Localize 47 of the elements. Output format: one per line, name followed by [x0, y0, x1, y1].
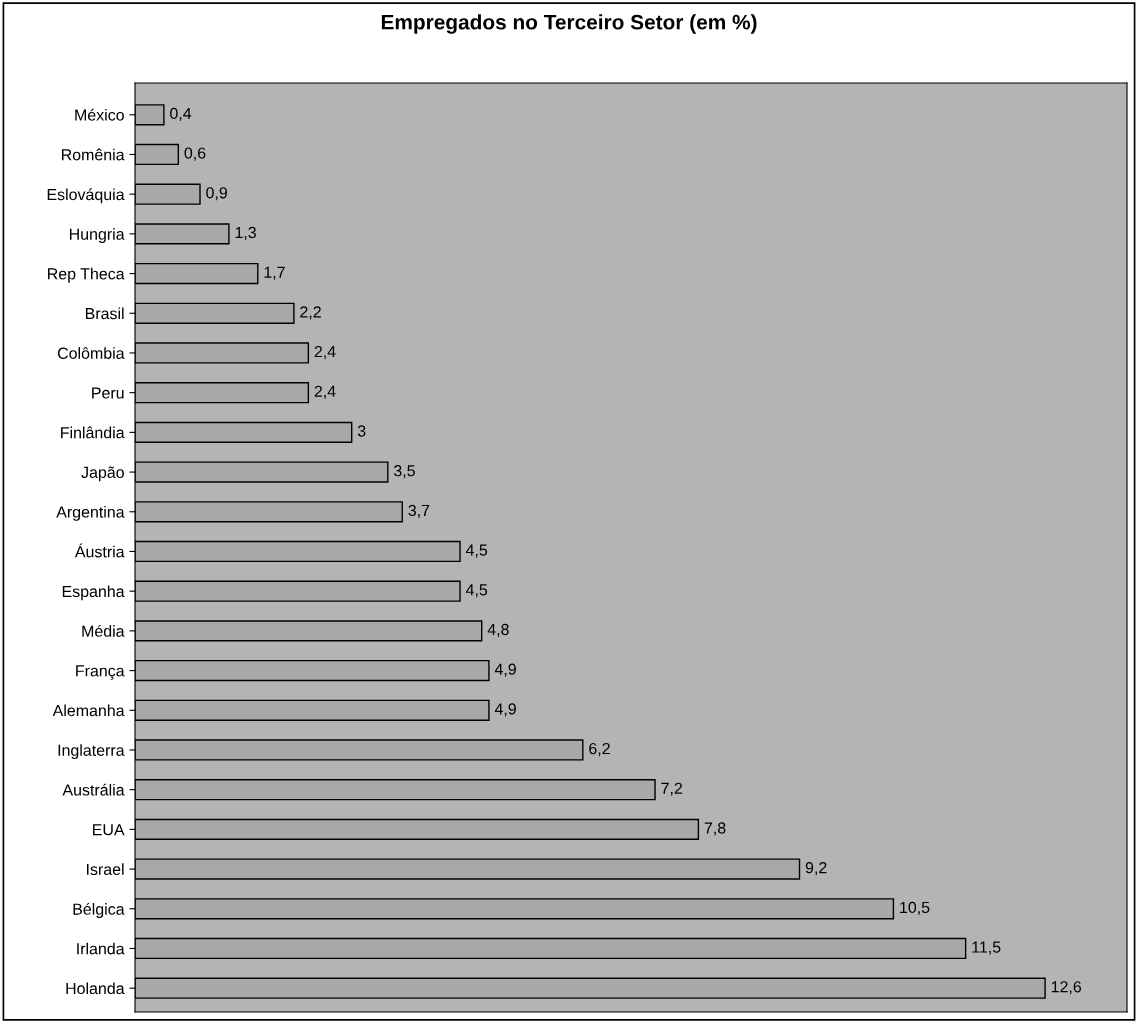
y-tick-label: Média [82, 624, 125, 637]
data-label: 12,6 [1051, 981, 1082, 995]
y-tick-label: Argentina [56, 505, 125, 521]
data-label: 3,7 [408, 504, 430, 518]
y-tick-label: Inglaterra [58, 744, 125, 760]
y-tick-label: Alemanha [52, 704, 125, 717]
y-tick-label: Peru [92, 387, 124, 399]
y-tick-label: Eslováquia [47, 188, 125, 204]
y-tick-label: França [76, 665, 125, 680]
y-tick-label: México [75, 108, 124, 121]
data-label: 0,9 [206, 187, 228, 201]
data-label: 2,4 [314, 385, 336, 399]
chart-title: Empregados no Terceiro Setor (em %) [381, 14, 757, 34]
data-label: 4,8 [487, 623, 509, 638]
y-tick-label: Rep Theca [48, 267, 125, 283]
y-tick-label: Austrália [62, 783, 125, 796]
y-tick-label: Bélgica [73, 902, 125, 918]
data-label: 3 [357, 425, 366, 437]
y-tick-label: Finlândia [61, 426, 125, 439]
data-label: 4,5 [465, 584, 488, 598]
data-label: 3,5 [393, 465, 415, 479]
y-tick-label: Japão [81, 466, 124, 482]
data-label: 4,5 [465, 544, 488, 558]
data-label: 1,7 [264, 266, 285, 280]
data-label: 4,9 [494, 703, 516, 717]
data-label: 4,9 [494, 663, 516, 677]
y-tick-label: Romênia [61, 148, 125, 161]
y-tick-label: Colômbia [57, 347, 125, 359]
data-label: 6,2 [589, 742, 610, 757]
data-label: 0,6 [184, 147, 206, 161]
y-tick-label: Irlanda [77, 942, 125, 955]
data-label: 7,8 [704, 822, 726, 836]
y-tick-label: Espanha [62, 585, 125, 601]
data-label: 2,2 [300, 306, 321, 320]
data-label: 10,5 [900, 901, 930, 915]
y-tick-label: Holanda [66, 982, 125, 995]
data-label: 9,2 [805, 862, 827, 876]
data-label: 2,4 [314, 345, 336, 360]
y-tick-label: Israel [87, 863, 124, 876]
data-label: 0,4 [170, 107, 192, 121]
data-label: 1,3 [235, 226, 256, 241]
data-label: 7,2 [661, 782, 683, 796]
y-tick-label: Brasil [85, 307, 124, 320]
y-tick-label: Áustria [74, 543, 125, 558]
y-tick-label: Hungria [69, 228, 125, 243]
data-label: 11,5 [972, 941, 1001, 955]
y-tick-label: EUA [93, 824, 125, 836]
